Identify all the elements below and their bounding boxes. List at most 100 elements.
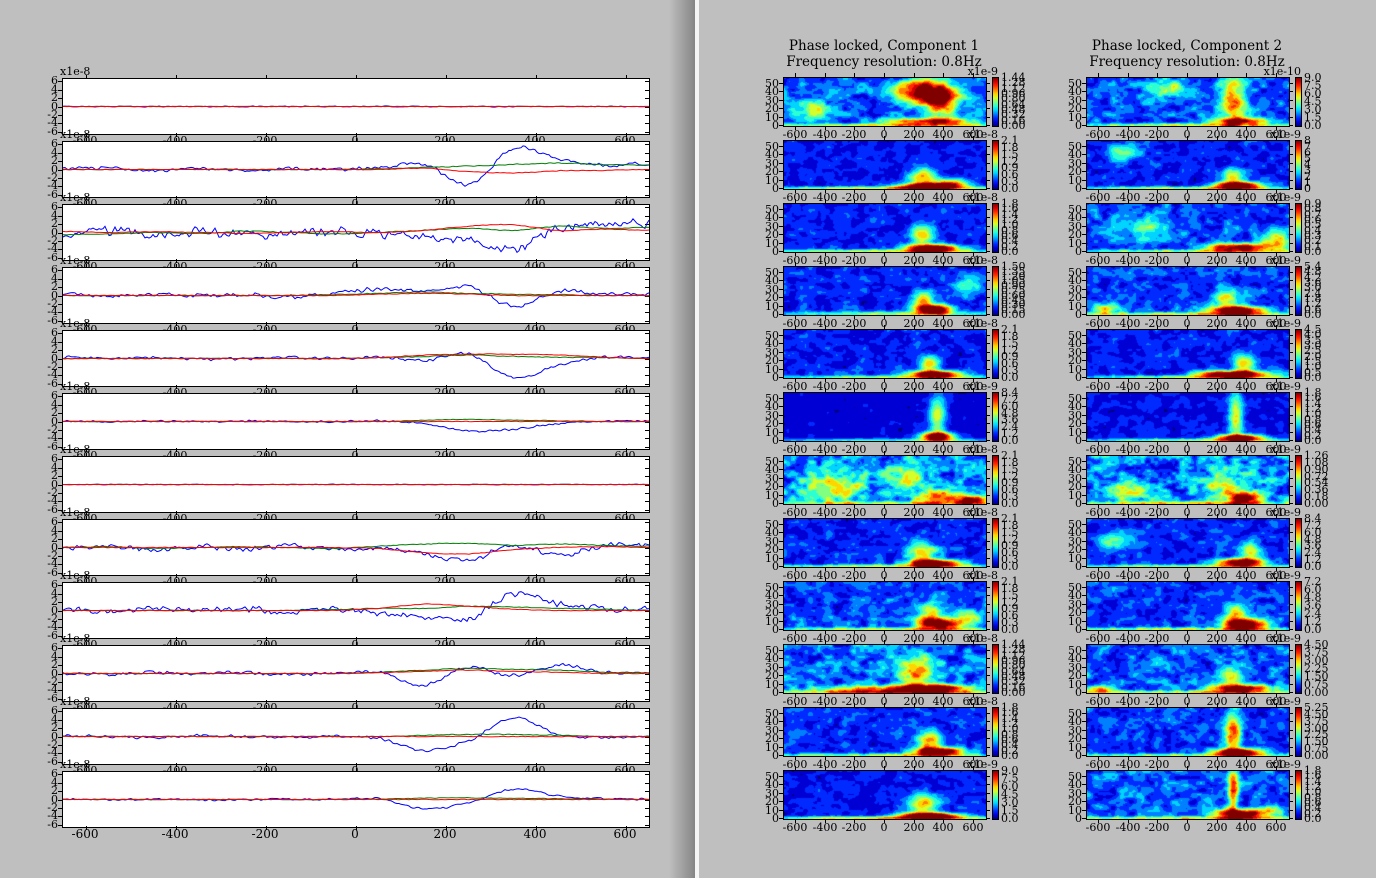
tick-mark bbox=[1217, 577, 1218, 581]
evoked-subplot: x1e-86420-2-4-6-600-400-2000200400600 bbox=[0, 519, 695, 582]
tick-mark bbox=[1217, 388, 1218, 392]
colorbar-tick-label: 0.0 bbox=[1304, 120, 1322, 131]
tick-mark bbox=[779, 163, 783, 164]
tick-mark bbox=[779, 566, 783, 567]
colorbar-tick-label: 0.0 bbox=[1001, 246, 1019, 257]
tick-mark bbox=[986, 658, 990, 659]
tick-mark bbox=[1276, 577, 1277, 581]
tick-mark bbox=[1128, 325, 1129, 329]
tick-mark bbox=[1082, 415, 1086, 416]
tick-mark bbox=[58, 178, 62, 179]
tick-mark bbox=[1289, 314, 1293, 315]
tick-mark bbox=[854, 451, 855, 455]
tick-mark bbox=[779, 667, 783, 668]
tick-mark bbox=[1128, 199, 1129, 203]
tick-mark bbox=[779, 810, 783, 811]
tick-mark bbox=[1157, 766, 1158, 770]
tick-mark bbox=[1098, 514, 1099, 518]
tick-mark bbox=[1157, 703, 1158, 707]
tick-mark bbox=[943, 577, 944, 581]
tick-mark bbox=[1217, 514, 1218, 518]
tick-mark bbox=[58, 531, 62, 532]
tick-mark bbox=[986, 549, 990, 550]
tick-mark bbox=[1289, 461, 1293, 462]
tick-mark bbox=[1289, 415, 1293, 416]
colorbar bbox=[992, 266, 999, 316]
tick-mark bbox=[58, 791, 62, 792]
tick-mark bbox=[986, 188, 990, 189]
tick-mark bbox=[1082, 558, 1086, 559]
tick-mark bbox=[795, 262, 796, 266]
tick-mark bbox=[1128, 577, 1129, 581]
tick-mark bbox=[779, 432, 783, 433]
tick-mark bbox=[986, 595, 990, 596]
tick-mark bbox=[1157, 325, 1158, 329]
colorbar-tick-label: 0.0 bbox=[1001, 750, 1019, 761]
tick-mark bbox=[779, 91, 783, 92]
tick-mark bbox=[1289, 432, 1293, 433]
tick-mark bbox=[986, 738, 990, 739]
tick-mark bbox=[1246, 514, 1247, 518]
tick-mark bbox=[884, 73, 885, 77]
trace-plot bbox=[63, 394, 649, 449]
tick-mark bbox=[1128, 73, 1129, 77]
tick-mark bbox=[1082, 692, 1086, 693]
colorbar-tick-label: 0.0 bbox=[1001, 813, 1019, 824]
colorbar-scale-label: x1e-9 bbox=[1257, 759, 1301, 770]
tfr-heatmap-canvas bbox=[1086, 203, 1290, 253]
tick-mark bbox=[986, 692, 990, 693]
tick-mark bbox=[1082, 406, 1086, 407]
tick-mark bbox=[825, 262, 826, 266]
tick-mark bbox=[1289, 108, 1293, 109]
tick-mark bbox=[986, 154, 990, 155]
plot-area bbox=[62, 141, 650, 198]
colorbar-tick-label: 0.0 bbox=[1001, 183, 1019, 194]
tfr-heatmap-canvas bbox=[783, 266, 987, 316]
tick-mark bbox=[854, 262, 855, 266]
plot-area bbox=[62, 771, 650, 828]
colorbar-scale-label: x1e-8 bbox=[954, 318, 998, 329]
tick-mark bbox=[1289, 343, 1293, 344]
colorbar-tick-label: 0.0 bbox=[1304, 372, 1322, 383]
tick-mark bbox=[825, 577, 826, 581]
plot-area bbox=[62, 78, 650, 135]
tick-mark bbox=[943, 514, 944, 518]
plot-area bbox=[62, 204, 650, 261]
tick-mark bbox=[58, 312, 62, 313]
tick-mark bbox=[779, 406, 783, 407]
tick-mark bbox=[58, 816, 62, 817]
tick-mark bbox=[854, 640, 855, 644]
tick-mark bbox=[914, 577, 915, 581]
colorbar-tick-label: 0.0 bbox=[1304, 561, 1322, 572]
tick-mark bbox=[1128, 640, 1129, 644]
tick-mark bbox=[779, 171, 783, 172]
tick-mark bbox=[1246, 325, 1247, 329]
tick-mark bbox=[58, 459, 62, 460]
tick-mark bbox=[1289, 595, 1293, 596]
tick-mark bbox=[986, 289, 990, 290]
evoked-figure-window[interactable]: x1e-86420-2-4-6-600-400-2000200400600x1e… bbox=[0, 0, 695, 878]
tick-mark bbox=[58, 548, 62, 549]
colorbar-scale-label: x1e-8 bbox=[954, 192, 998, 203]
tick-mark bbox=[779, 117, 783, 118]
colorbar bbox=[992, 644, 999, 694]
tick-mark bbox=[914, 262, 915, 266]
tick-mark bbox=[58, 627, 62, 628]
tick-mark bbox=[779, 478, 783, 479]
tick-mark bbox=[825, 640, 826, 644]
tick-mark bbox=[779, 776, 783, 777]
tick-mark bbox=[779, 558, 783, 559]
tick-mark bbox=[1157, 577, 1158, 581]
tick-mark bbox=[1098, 73, 1099, 77]
tick-mark bbox=[795, 73, 796, 77]
y-tick-label: -6 bbox=[18, 441, 58, 452]
tick-mark bbox=[1246, 199, 1247, 203]
tick-mark bbox=[1082, 297, 1086, 298]
tick-mark bbox=[779, 524, 783, 525]
tick-mark bbox=[1289, 486, 1293, 487]
tfr-figure-window[interactable]: Phase locked, Component 1 Frequency reso… bbox=[699, 0, 1376, 878]
tfr-heatmap-canvas bbox=[1086, 140, 1290, 190]
tick-mark bbox=[986, 495, 990, 496]
tick-mark bbox=[986, 629, 990, 630]
colorbar bbox=[1295, 392, 1302, 442]
